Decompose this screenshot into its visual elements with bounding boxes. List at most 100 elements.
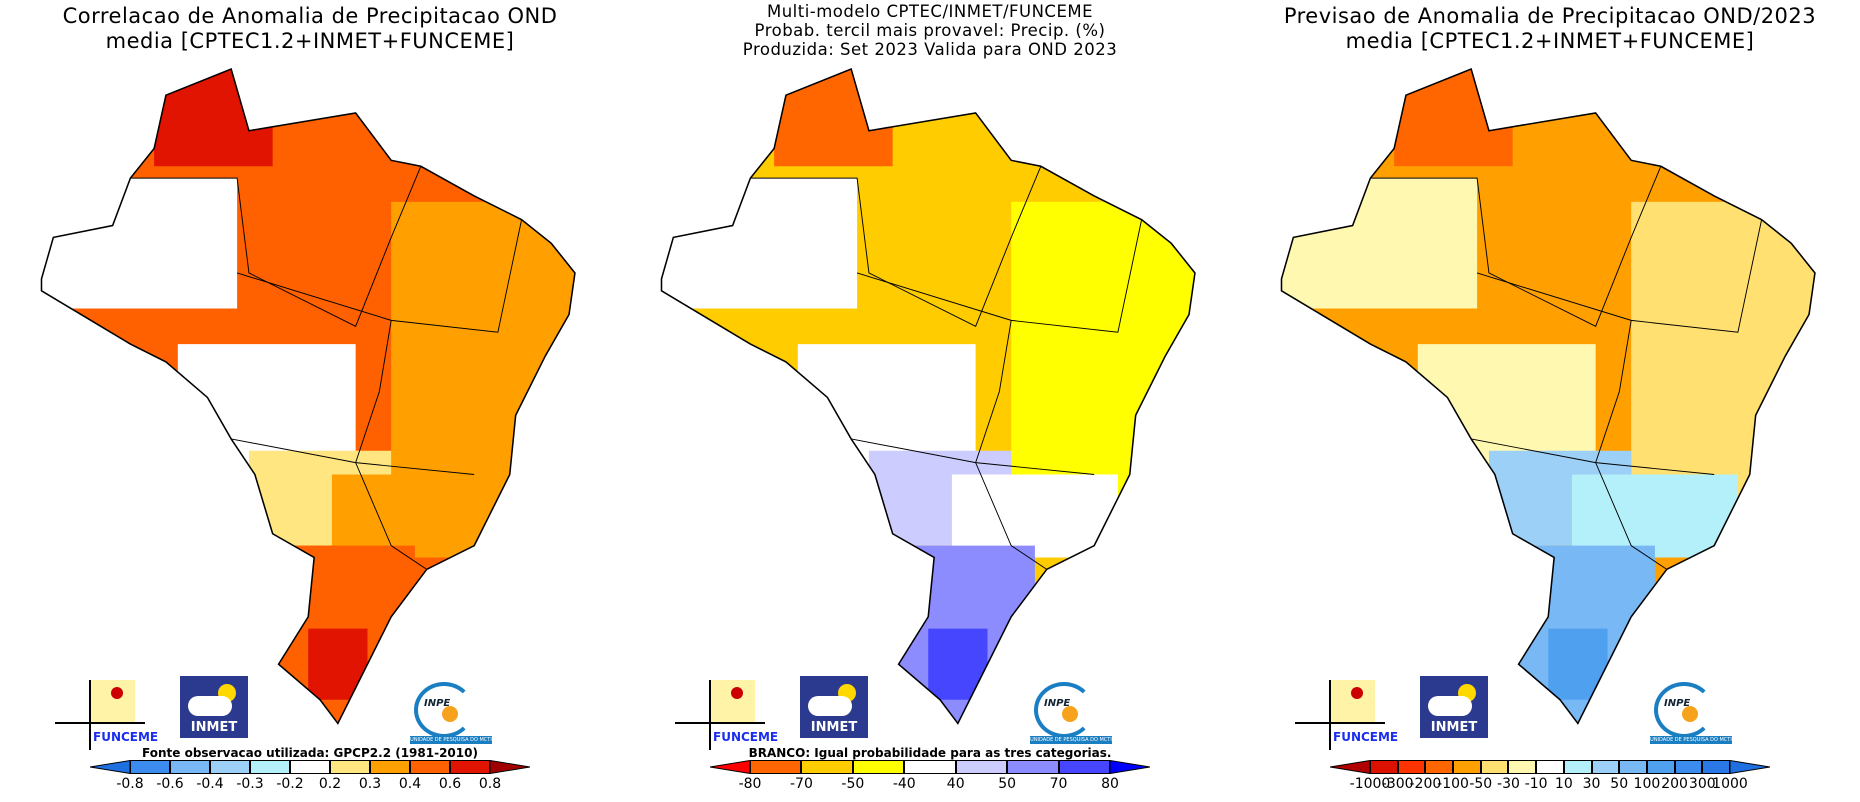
title-line: media [CPTEC1.2+INMET+FUNCEME] [1345, 29, 1755, 53]
region-southeast [1571, 474, 1738, 558]
colorbar-note: BRANCO: Igual probabilidade para as tres… [748, 746, 1112, 760]
title-line: media [CPTEC1.2+INMET+FUNCEME] [105, 29, 515, 53]
colorbar-segment [1674, 760, 1703, 774]
country-border [40, 68, 576, 725]
colorbar-right-arrow [1730, 760, 1770, 774]
colorbar-left-arrow [1330, 760, 1370, 774]
colorbar-tick-label: -10 [1524, 776, 1548, 792]
colorbar-tick-label: 50 [998, 776, 1017, 792]
colorbar-tick-label: 200 [1661, 776, 1688, 792]
state-border [236, 272, 428, 570]
colorbar-tick-label: 0.4 [398, 776, 422, 792]
brazil-map [1280, 68, 1816, 725]
colorbar-tick-label: -30 [1497, 776, 1520, 792]
colorbar-tick-label: -80 [738, 776, 762, 792]
colorbar-segment [750, 760, 802, 774]
colorbar-segment [1536, 760, 1564, 774]
region-west [41, 178, 238, 309]
state-border [750, 166, 1042, 327]
inpe-logo: INPE UNIDADE DE PESQUISA DO MCTI [1030, 680, 1112, 746]
colorbar-tick-label: 30 [1582, 776, 1601, 792]
colorbar-tick-label: 0.3 [358, 776, 382, 792]
colorbar-segment [1563, 760, 1592, 774]
state-border [1370, 166, 1662, 327]
region-southeast [331, 474, 498, 558]
colorbar-tick-label: -300 [1381, 776, 1414, 792]
colorbar-left-arrow [90, 760, 130, 774]
region-southeast [951, 474, 1118, 558]
map-panel-2: Multi-modelo CPTEC/INMET/FUNCEME Probab. … [620, 0, 1240, 802]
colorbar-left-arrow [710, 760, 750, 774]
colorbar-segment [210, 760, 250, 774]
colorbar-segment [852, 760, 905, 774]
colorbar-segment [370, 760, 410, 774]
title-line: Previsao de Anomalia de Precipitacao OND… [1283, 4, 1817, 28]
colorbar-tick-label: -0.3 [236, 776, 264, 792]
funceme-logo: FUNCEME [55, 680, 165, 750]
colorbar-segment [1646, 760, 1675, 774]
brazil-map [660, 68, 1196, 725]
colorbar-tick-label: -0.8 [116, 776, 144, 792]
panel-title: Multi-modelo CPTEC/INMET/FUNCEME Probab. … [620, 2, 1240, 59]
colorbar-tick-label: -0.4 [196, 776, 224, 792]
title-line: Correlacao de Anomalia de Precipitacao O… [62, 4, 558, 28]
region-northwest [1394, 69, 1513, 167]
colorbar-tick-label: 40 [946, 776, 965, 792]
region-southtip [928, 628, 988, 700]
colorbar-tick-label: 0.6 [438, 776, 462, 792]
country-border [660, 68, 1196, 725]
colorbar-legend: -1000 -300 -200 -100 -50 -30 -10 10 30 50 100 200 30… [1330, 760, 1770, 792]
panel-title: Correlacao de Anomalia de Precipitacao O… [0, 4, 620, 54]
colorbar-segment [1007, 760, 1059, 774]
region-northwest [154, 69, 273, 167]
colorbar-segment [1397, 760, 1426, 774]
colorbar-tick-label: 300 [1688, 776, 1716, 792]
colorbar-segment [801, 760, 853, 774]
colorbar-segment [410, 760, 450, 774]
state-border [231, 438, 475, 475]
colorbar-segment [1702, 760, 1730, 774]
colorbar-segment [290, 760, 330, 774]
colorbar-right-arrow [490, 760, 530, 774]
colorbar-tick-label: -100 [1437, 776, 1469, 792]
brazil-map [40, 68, 576, 725]
inmet-logo: INMET [180, 676, 248, 738]
colorbar-segment [955, 760, 1008, 774]
state-border [391, 219, 523, 333]
colorbar-segment [1619, 760, 1647, 774]
panel-title: Previsao de Anomalia de Precipitacao OND… [1240, 4, 1860, 54]
colorbar-tick-label: 50 [1610, 776, 1629, 792]
colorbar-tick-label: 80 [1101, 776, 1119, 792]
colorbar-tick-label: -0.6 [156, 776, 184, 792]
colorbar-tick-label: -70 [789, 776, 813, 792]
colorbar-segment [1480, 760, 1509, 774]
colorbar-tick-label: -200 [1409, 776, 1442, 792]
colorbar-tick-label: 0.2 [318, 776, 342, 792]
funceme-logo: FUNCEME [1295, 680, 1405, 750]
state-border [1631, 219, 1763, 333]
colorbar-segment [450, 760, 490, 774]
colorbar-tick-label: 0.8 [478, 776, 502, 792]
region-west [1281, 178, 1478, 309]
colorbar-segment [250, 760, 290, 774]
region-southtip [1548, 628, 1608, 700]
title-line: Produzida: Set 2023 Valida para OND 2023 [742, 40, 1118, 59]
colorbar-tick-label: -0.2 [276, 776, 304, 792]
colorbar-segment [1425, 760, 1454, 774]
state-border [1011, 219, 1143, 333]
colorbar-right-arrow [1110, 760, 1150, 774]
state-border [130, 166, 422, 327]
colorbar-tick-label: -1000 [1349, 776, 1391, 792]
colorbar-note: Fonte observacao utilizada: GPCP2.2 (198… [142, 746, 478, 760]
inmet-logo: INMET [1420, 676, 1488, 738]
map-panel-3: Previsao de Anomalia de Precipitacao OND… [1240, 0, 1860, 802]
state-border [1476, 272, 1668, 570]
colorbar-segment [904, 760, 956, 774]
region-southtip [308, 628, 368, 700]
colorbar-tick-label: -50 [1469, 776, 1493, 792]
inpe-logo: INPE UNIDADE DE PESQUISA DO MCTI [410, 680, 492, 746]
colorbar-segment [1058, 760, 1110, 774]
colorbar-tick-label: -40 [892, 776, 916, 792]
colorbar-tick-label: 70 [1049, 776, 1068, 792]
title-line: Probab. tercil mais provavel: Precip. (%… [754, 21, 1106, 40]
